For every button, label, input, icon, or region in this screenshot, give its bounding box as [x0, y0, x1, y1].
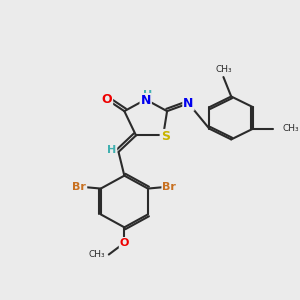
Text: CH₃: CH₃ — [215, 65, 232, 74]
Text: H: H — [143, 90, 152, 100]
Text: N: N — [183, 97, 194, 110]
Text: CH₃: CH₃ — [282, 124, 299, 133]
Text: H: H — [107, 145, 116, 155]
Text: S: S — [160, 130, 169, 143]
Text: N: N — [140, 94, 151, 107]
Text: O: O — [120, 238, 129, 248]
Text: CH₃: CH₃ — [88, 250, 105, 259]
Text: Br: Br — [73, 182, 86, 192]
Text: Br: Br — [162, 182, 176, 192]
Text: O: O — [101, 93, 112, 106]
